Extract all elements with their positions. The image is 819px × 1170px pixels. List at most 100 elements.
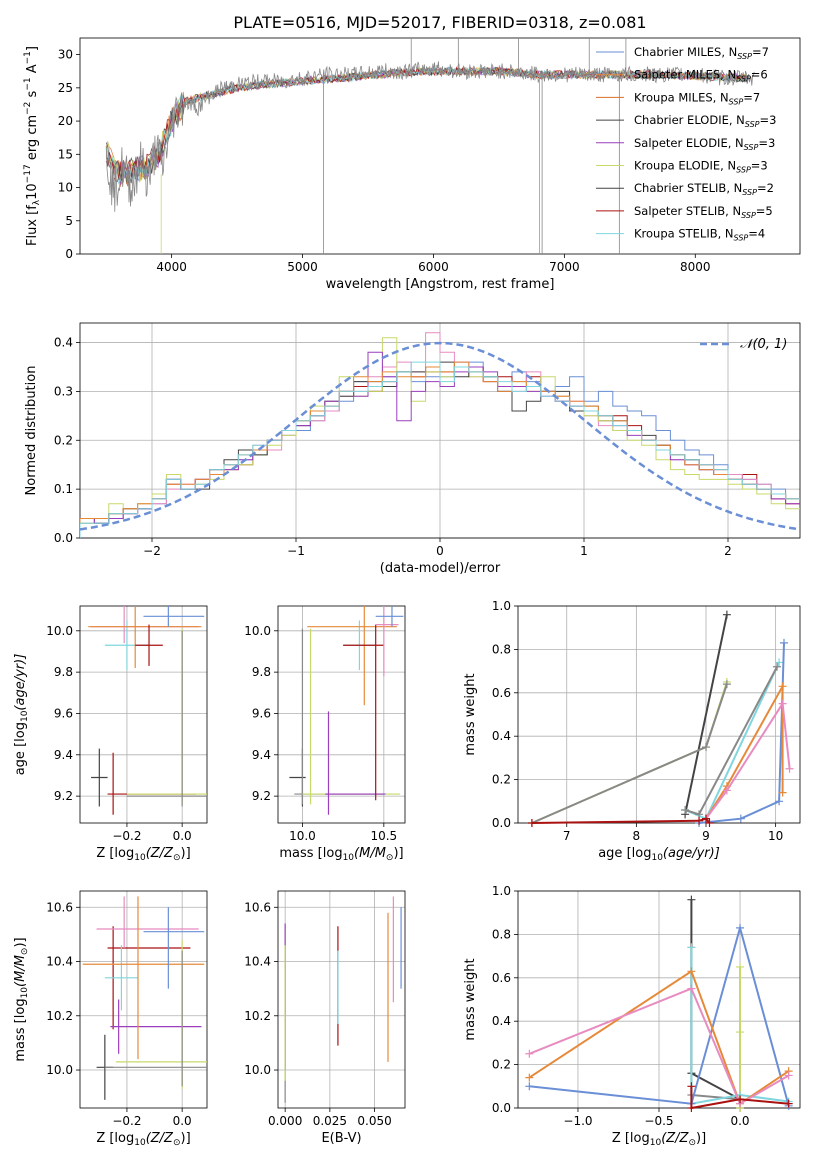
- age_vs_mass-ytick-label: 10.0: [244, 624, 271, 638]
- spectrum-xtick-label: 5000: [287, 260, 318, 274]
- spectrum-ylabel-tail3: A: [25, 64, 40, 77]
- spectrum-xtick-label: 7000: [549, 260, 580, 274]
- spectrum-ytick-label: 20: [58, 114, 73, 128]
- age_vs_mass-xtick-label: 10.0: [289, 829, 316, 843]
- weight_vs_Z-ytick-label: 0.6: [492, 971, 511, 985]
- age_vs_Z-ytick-label: 9.6: [54, 706, 73, 720]
- weight-marker-4-2: [773, 662, 782, 671]
- mass_vs_EBV-ytick-label: 10.0: [244, 1063, 271, 1077]
- mass_vs_Z-xlabel-tail: (Z/Z: [146, 1131, 174, 1146]
- weight_vs_age-ytick-label: 0.4: [492, 729, 511, 743]
- age_vs_mass-plot-area: [289, 606, 404, 815]
- age_vs_mass-axes: 10.0 10.5 9.2 9.4 9.6 9.8 10.0 mass [log10(M/M⊙…: [244, 605, 406, 863]
- age_vs_Z-xlabel-tail: (Z/Z: [146, 846, 174, 861]
- spectrum-ytick-label: 15: [58, 147, 73, 161]
- residuals-ytick-label: 0.2: [54, 433, 73, 447]
- weight_vs_age-xlabel-sub: 10: [651, 853, 663, 863]
- weight_vs_age-axes: 7 8 9 10 0.0 0.2 0.4 0.6 0.8 1.0 age [log10(age/yr…: [463, 599, 801, 863]
- weight-line-3: [684, 661, 781, 820]
- weight-line-6: [705, 682, 784, 820]
- spectrum-ytick-label: 25: [58, 81, 73, 95]
- spectrum-ylabel-sup2: −2: [23, 102, 33, 115]
- weight-marker-5-2: [775, 797, 784, 806]
- spectrum-ylabel-tail2: s: [25, 90, 40, 101]
- legend-label-1: Salpeter MILES, NSSP=6: [634, 68, 768, 84]
- age_vs_Z-xtick-label: 0.0: [173, 829, 192, 843]
- weight_vs_age-xlabel: age [log10(age/yr)]: [598, 846, 720, 863]
- spectrum-ytick-label: 30: [58, 48, 73, 62]
- legend-value-1: =6: [751, 68, 768, 82]
- residuals-xtick-label: 1: [580, 544, 588, 558]
- legend-sub-3: SSP: [745, 120, 760, 129]
- age_vs_Z-ylabel: age [log10(age/yr)]: [13, 654, 30, 776]
- weight-marker-1-0: [736, 962, 745, 971]
- normal-legend-label: 𝒩(0, 1): [740, 337, 787, 352]
- mass_vs_EBV-frame: [277, 890, 406, 1109]
- data-spectrum-line: [105, 61, 755, 212]
- legend-sub-7: SSP: [741, 211, 756, 220]
- spectrum-ylabel-end: ]: [25, 46, 40, 51]
- weight_vs_Z-xlabel-sun: ⊙: [688, 1138, 696, 1148]
- spectrum-legend: Chabrier MILES, NSSP=7 Salpeter MILES, NS…: [596, 45, 776, 243]
- age_vs_mass-xlabel-sun: ⊙: [386, 853, 394, 863]
- spectrum-frame: [79, 37, 801, 255]
- weight-marker-8-1: [695, 816, 704, 825]
- legend-label-8: Kroupa STELIB, NSSP=4: [634, 227, 765, 243]
- age_vs_mass-xlabel-tail: (M/M: [354, 846, 386, 861]
- legend-value-3: =3: [760, 113, 777, 127]
- weight_vs_age-frame: [517, 605, 801, 824]
- weight-marker-7-3: [784, 1099, 793, 1108]
- weight_vs_age-xtick-label: 8: [633, 829, 641, 843]
- mass_vs_Z-ylabel-sun: ⊙: [20, 948, 30, 956]
- weight_vs_age-xtick-label: 9: [702, 829, 710, 843]
- weight-line-7: [705, 700, 791, 820]
- legend-label-0: Chabrier MILES, NSSP=7: [634, 45, 769, 61]
- mass_vs_Z-ytick-label: 10.0: [46, 1063, 73, 1077]
- weight-line-5: [528, 969, 790, 1106]
- legend-value-2: =7: [743, 90, 760, 104]
- weight-marker-3-2: [775, 658, 784, 667]
- mass_vs_Z-ylabel-sub: 10: [20, 987, 30, 999]
- weight_vs_Z-xlabel-end: )]: [696, 1131, 706, 1146]
- weight-marker-6-0: [525, 1049, 534, 1058]
- age_vs_Z-xlabel: Z [log10(Z/Z⊙)]: [96, 846, 190, 863]
- weight-marker-7-1: [722, 786, 731, 795]
- spectrum-xtick-label: 6000: [418, 260, 449, 274]
- age_vs_mass-ytick-label: 9.4: [252, 748, 271, 762]
- mass_vs_Z-ytick-label: 10.6: [46, 900, 73, 914]
- age_vs_mass-xlabel-end: )]: [393, 846, 403, 861]
- mass_vs_EBV-ytick-label: 10.6: [244, 900, 271, 914]
- weight-marker-5-3: [779, 638, 788, 647]
- weight-marker-7-0: [687, 1082, 696, 1091]
- mass_vs_EBV-axes: 0.000 0.025 0.050 10.0 10.2 10.4 10.6 E(B-V): [244, 890, 406, 1146]
- spectrum-ylabel-mid: 10: [25, 183, 40, 200]
- legend-value-4: =3: [758, 136, 775, 150]
- legend-value-7: =5: [756, 204, 773, 218]
- weight_vs_Z-xtick-label: −0.5: [644, 1114, 673, 1128]
- weight-marker-0-1: [722, 610, 731, 619]
- weight-marker-8-2: [702, 814, 710, 823]
- residuals-plot-area: [80, 332, 800, 538]
- spectrum-xlabel: wavelength [Angstrom, rest frame]: [326, 277, 555, 292]
- legend-sub-6: SSP: [742, 188, 757, 197]
- weight-marker-4-0: [525, 1082, 534, 1091]
- spectrum-xtick-label: 8000: [680, 260, 711, 274]
- mass_vs_Z-xtick-label: −0.2: [112, 1114, 141, 1128]
- weight-line-4: [684, 666, 778, 816]
- weight-line-5: [698, 642, 785, 824]
- normal-curve: [80, 341, 800, 531]
- weight-marker-0-0: [687, 895, 696, 904]
- mass_vs_Z-ylabel-tail: (M/M: [13, 955, 28, 987]
- figure-title: PLATE=0516, MJD=52017, FIBERID=0318, z=0…: [233, 13, 646, 32]
- spectrum-plot-area: [105, 38, 755, 254]
- age_vs_mass-ytick-label: 9.6: [252, 706, 271, 720]
- age_vs_mass-xlabel: mass [log10(M/M⊙)]: [279, 846, 403, 863]
- age_vs_Z-ylabel-sub: 10: [20, 710, 30, 722]
- spectrum-axes: 4000 5000 6000 7000 8000 0 5 10 15 20 25 30 waveleng…: [23, 37, 801, 292]
- age_vs_mass-frame: [277, 605, 406, 824]
- age_vs_mass-ytick-label: 9.2: [252, 789, 271, 803]
- weight-line-6: [528, 987, 790, 1106]
- weight_vs_Z-xtick-label: 0.0: [730, 1114, 749, 1128]
- residuals-axes: −2 −1 0 1 2 0.0 0.1 0.2 0.3 0.4 𝒩(0, 1) (data-model…: [24, 322, 801, 576]
- residuals-ytick-label: 0.0: [54, 531, 73, 545]
